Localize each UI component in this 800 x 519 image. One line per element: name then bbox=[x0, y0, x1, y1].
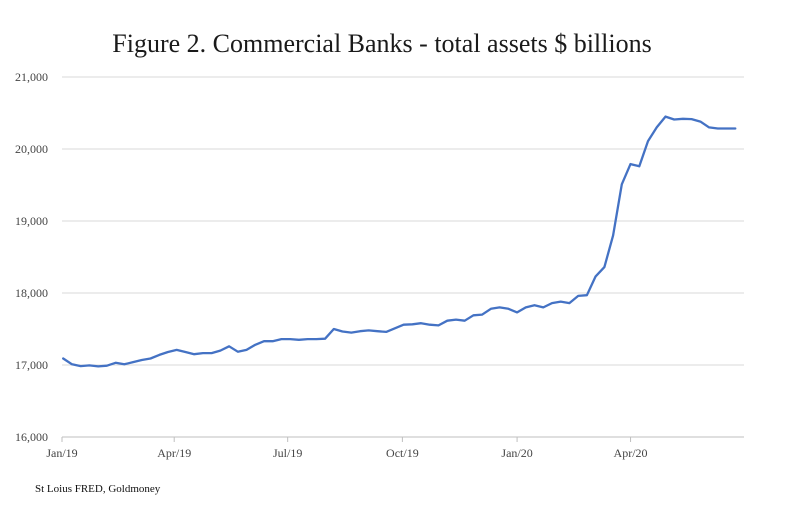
x-tick-label: Jul/19 bbox=[273, 446, 302, 460]
x-tick-label: Jan/19 bbox=[46, 446, 77, 460]
y-tick-label: 17,000 bbox=[15, 358, 48, 372]
x-tick-label: Jan/20 bbox=[501, 446, 532, 460]
y-tick-label: 18,000 bbox=[15, 286, 48, 300]
y-tick-label: 16,000 bbox=[15, 430, 48, 444]
y-tick-label: 20,000 bbox=[15, 142, 48, 156]
x-axis: Jan/19 Apr/19 Jul/19 Oct/19 Jan/20 Apr/20 bbox=[46, 437, 648, 460]
y-tick-label: 19,000 bbox=[15, 214, 48, 228]
series-line bbox=[62, 115, 737, 368]
chart-title: Figure 2. Commercial Banks - total asset… bbox=[112, 29, 651, 58]
series-group bbox=[62, 115, 737, 368]
x-tick-label: Apr/19 bbox=[157, 446, 191, 460]
x-tick-label: Apr/20 bbox=[614, 446, 648, 460]
x-tick-label: Oct/19 bbox=[386, 446, 419, 460]
gridlines bbox=[62, 76, 744, 366]
y-axis: 16,000 17,000 18,000 19,000 20,000 21,000 bbox=[15, 70, 48, 444]
y-tick-label: 21,000 bbox=[15, 70, 48, 84]
source-note: St Loius FRED, Goldmoney bbox=[35, 483, 161, 495]
